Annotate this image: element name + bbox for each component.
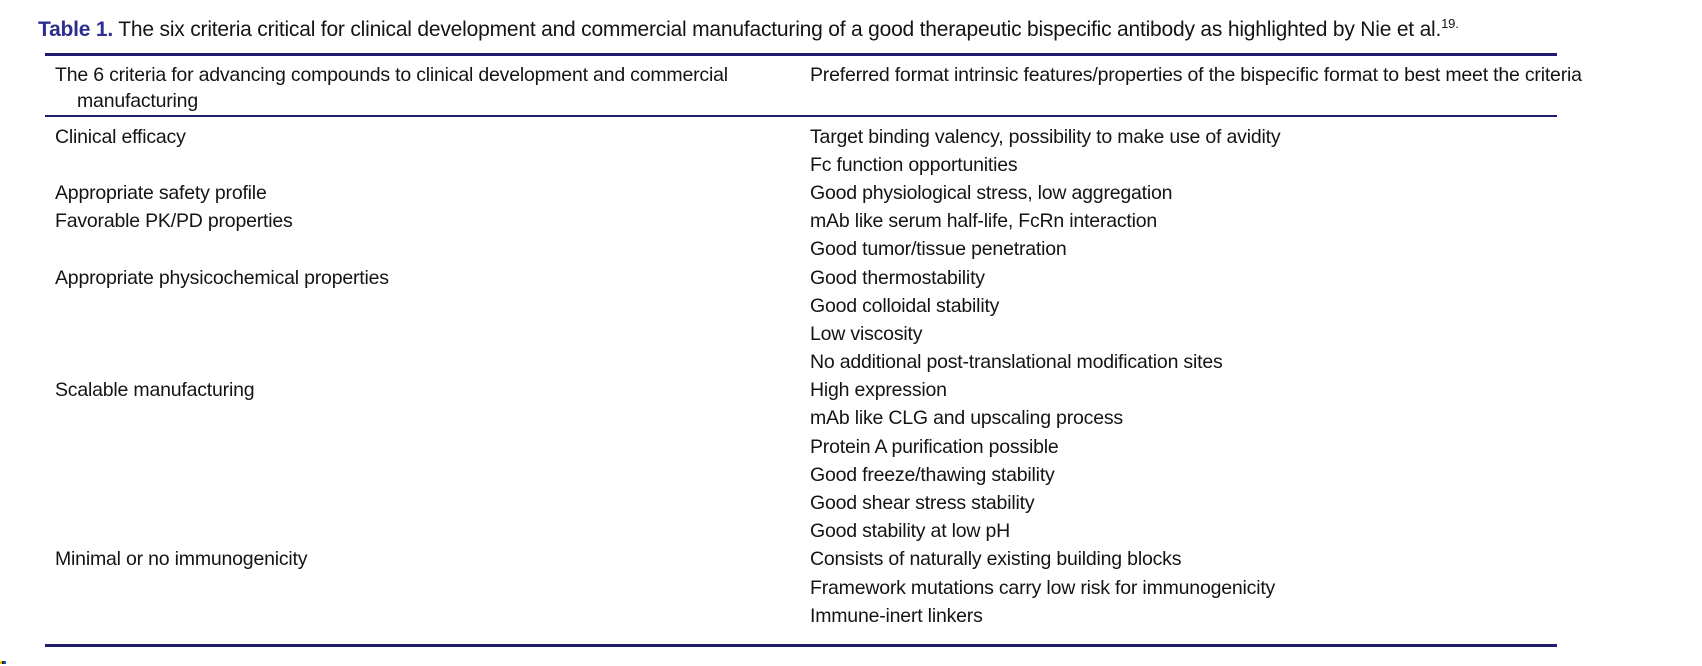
- feature-cell: Protein A purification possible: [810, 435, 1059, 458]
- table-row: Appropriate physicochemical properties G…: [55, 264, 1662, 292]
- criterion-cell: Appropriate physicochemical properties: [55, 266, 389, 289]
- table-row: Clinical efficacy Target binding valency…: [55, 123, 1662, 151]
- top-rule: [45, 53, 1557, 56]
- table-row: Fc function opportunities: [55, 151, 1662, 179]
- table-label: Table 1.: [38, 18, 114, 41]
- criterion-cell: Scalable manufacturing: [55, 379, 255, 402]
- feature-cell: Immune-inert linkers: [810, 604, 983, 627]
- feature-cell: Good freeze/thawing stability: [810, 463, 1055, 486]
- feature-cell: Good shear stress stability: [810, 492, 1035, 515]
- table-row: Low viscosity: [55, 320, 1662, 348]
- table-row: Minimal or no immunogenicity Consists of…: [55, 546, 1662, 574]
- feature-cell: Good thermostability: [810, 266, 985, 289]
- header-criteria-column: The 6 criteria for advancing compounds t…: [55, 64, 728, 112]
- table-row: Appropriate safety profile Good physiolo…: [55, 179, 1662, 207]
- table-row: Good freeze/thawing stability: [55, 461, 1662, 489]
- artifact-pixel-yellow: [0, 661, 2, 664]
- caption-reference: 19.: [1441, 16, 1459, 31]
- artifact-pixel-dark: [2, 661, 4, 664]
- feature-cell: Consists of naturally existing building …: [810, 548, 1182, 571]
- header-features-column: Preferred format intrinsic features/prop…: [810, 64, 1582, 86]
- feature-cell: High expression: [810, 379, 947, 402]
- table-row: Protein A purification possible: [55, 433, 1662, 461]
- table-row: No additional post-translational modific…: [55, 349, 1662, 377]
- feature-cell: Good tumor/tissue penetration: [810, 238, 1067, 261]
- feature-cell: mAb like CLG and upscaling process: [810, 407, 1123, 430]
- header-rule: [45, 115, 1557, 117]
- feature-cell: Target binding valency, possibility to m…: [810, 125, 1281, 148]
- feature-cell: No additional post-translational modific…: [810, 351, 1223, 374]
- artifact-pixel-blue: [4, 661, 6, 664]
- table-row: Good tumor/tissue penetration: [55, 236, 1662, 264]
- feature-cell: Framework mutations carry low risk for i…: [810, 576, 1276, 599]
- table-row: Scalable manufacturing High expression: [55, 377, 1662, 405]
- feature-cell: mAb like serum half-life, FcRn interacti…: [810, 210, 1158, 233]
- table-row: Favorable PK/PD properties mAb like seru…: [55, 208, 1662, 236]
- feature-cell: Good colloidal stability: [810, 294, 1000, 317]
- table-header-row: The 6 criteria for advancing compounds t…: [0, 62, 1702, 114]
- table-row: Immune-inert linkers: [55, 602, 1662, 630]
- table-caption: Table 1. The six criteria critical for c…: [38, 16, 1662, 44]
- table-row: Good shear stress stability: [55, 489, 1662, 517]
- table-row: Framework mutations carry low risk for i…: [55, 574, 1662, 602]
- bottom-rule: [45, 644, 1557, 648]
- feature-cell: Good physiological stress, low aggregati…: [810, 181, 1173, 204]
- criterion-cell: Minimal or no immunogenicity: [55, 548, 308, 571]
- criterion-cell: Clinical efficacy: [55, 125, 186, 148]
- table-body: Clinical efficacy Target binding valency…: [0, 123, 1702, 630]
- caption-text: The six criteria critical for clinical d…: [113, 18, 1442, 41]
- criterion-cell: Favorable PK/PD properties: [55, 210, 293, 233]
- corner-pixel-artifact: [0, 661, 6, 664]
- table-row: mAb like CLG and upscaling process: [55, 405, 1662, 433]
- criterion-cell: Appropriate safety profile: [55, 181, 267, 204]
- table-row: Good stability at low pH: [55, 518, 1662, 546]
- feature-cell: Low viscosity: [810, 322, 923, 345]
- feature-cell: Fc function opportunities: [810, 153, 1018, 176]
- table-row: Good colloidal stability: [55, 292, 1662, 320]
- feature-cell: Good stability at low pH: [810, 520, 1011, 543]
